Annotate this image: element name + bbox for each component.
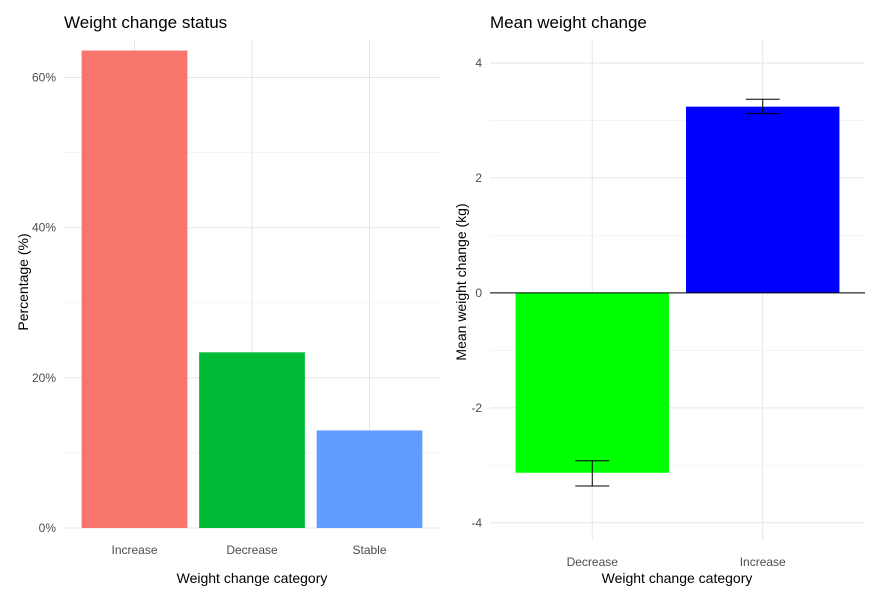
y-axis-title-mean: Mean weight change (kg) [453,203,469,360]
y-ticks-mean: -4 -2 0 2 4 [471,56,482,530]
y-tick-label: 4 [475,56,482,70]
x-tick-label-decrease: Decrease [226,543,278,557]
x-tick-label-stable: Stable [352,543,386,557]
y-tick-label: 60% [32,71,56,85]
x-tick-label-increase: Increase [740,555,786,569]
y-tick-label: 0 [475,286,482,300]
panel-weight-change-status: Weight change status 0% 20% 40% 60% Increas… [15,13,440,586]
bar-decrease [515,292,669,473]
error-bars-mean [575,98,780,487]
x-ticks-mean: Decrease Increase [567,555,786,569]
y-tick-label: 2 [475,171,482,185]
y-tick-label: -2 [471,401,482,415]
chart-title-status: Weight change status [64,13,227,32]
x-axis-title-status: Weight change category [177,570,328,586]
bar-increase [81,50,188,528]
y-tick-label: 40% [32,221,56,235]
y-ticks-status: 0% 20% 40% 60% [32,71,56,535]
bar-stable [316,430,423,528]
y-tick-label: 0% [39,521,57,535]
x-tick-label-decrease: Decrease [567,555,619,569]
y-axis-title-status: Percentage (%) [15,233,31,330]
y-tick-label: 20% [32,371,56,385]
x-ticks-status: Increase Decrease Stable [111,543,386,557]
bars-mean [515,106,840,473]
bar-increase [686,106,840,293]
x-tick-label-increase: Increase [111,543,157,557]
chart-title-mean: Mean weight change [490,13,647,32]
x-axis-title-mean: Weight change category [602,570,753,586]
bars-status [81,50,423,528]
bar-decrease [199,352,305,528]
y-tick-label: -4 [471,516,482,530]
panel-mean-weight-change: Mean weight change -4 -2 0 2 4 Decrease Incre… [453,13,865,586]
